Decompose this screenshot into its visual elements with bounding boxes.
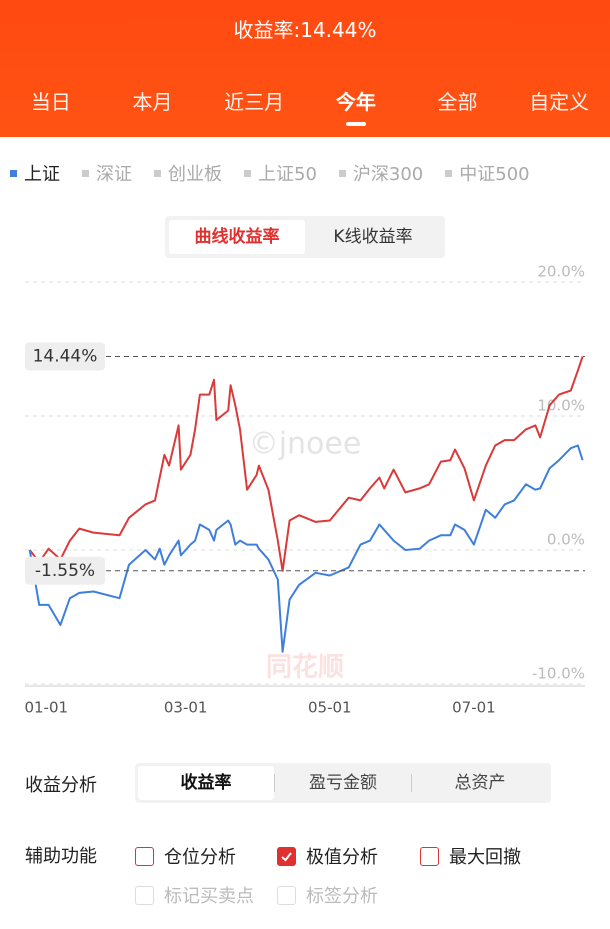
aux-option: 标记买卖点 (135, 882, 254, 908)
check-mark (281, 851, 292, 861)
legend-item[interactable]: 上证 (10, 160, 60, 186)
annotation-label: 14.44% (33, 347, 98, 367)
aux-label: 标记买卖点 (164, 886, 254, 907)
checkbox[interactable] (135, 846, 154, 866)
series-line (28, 356, 584, 572)
index-tab[interactable]: 创业板 (154, 160, 222, 186)
period-tab[interactable]: 今年 (305, 86, 407, 126)
aux-option[interactable]: 最大回撤 (420, 843, 521, 869)
x-tick-label: 05-01 (308, 699, 352, 717)
index-label: 中证500 (459, 164, 530, 185)
period-tab[interactable]: 近三月 (224, 90, 285, 114)
index-label: 沪深300 (352, 164, 424, 185)
x-tick-label: 07-01 (452, 699, 496, 717)
index-swatch (445, 169, 453, 177)
legend-label: 上证 (24, 164, 60, 185)
aux-label: 标签分析 (306, 886, 378, 907)
y-tick-label: -10.0% (532, 665, 585, 683)
annotation-label: -1.55% (35, 561, 95, 581)
index-swatch (338, 169, 346, 177)
aux-label: 极值分析 (306, 847, 378, 868)
mode-tab[interactable]: K线收益率 (333, 227, 413, 247)
aux-option[interactable]: 极值分析 (277, 843, 378, 869)
watermark: 同花顺 (266, 653, 344, 683)
index-tab[interactable]: 沪深300 (338, 160, 424, 186)
analysis-tab[interactable]: 收益率 (138, 766, 274, 800)
y-tick-label: 20.0% (537, 263, 585, 281)
checkbox[interactable] (277, 846, 296, 866)
index-tabs: 上证 深证 创业板 上证50 沪深300 中证500 (10, 160, 552, 186)
separator (274, 774, 275, 792)
period-tabs: 当日 本月 近三月 今年 全部 自定义 (0, 86, 610, 126)
index-label: 上证50 (258, 164, 317, 185)
chart-mode: 曲线收益率 K线收益率 (165, 216, 445, 258)
y-tick-label: 0.0% (547, 531, 585, 549)
aux-option: 标签分析 (277, 882, 378, 908)
checkbox (277, 885, 296, 905)
period-tab[interactable]: 本月 (132, 90, 173, 114)
aux-option[interactable]: 仓位分析 (135, 843, 236, 869)
index-tab[interactable]: 中证500 (445, 160, 530, 186)
aux-label: 仓位分析 (164, 847, 236, 868)
checkbox (135, 885, 154, 905)
index-swatch (154, 169, 161, 177)
checkbox[interactable] (420, 846, 439, 866)
index-label: 深证 (96, 164, 132, 185)
header: 收益率:14.44% 当日 本月 近三月 今年 全部 自定义 (0, 0, 610, 137)
x-tick-label: 01-01 (24, 699, 68, 717)
index-tab[interactable]: 深证 (82, 160, 132, 186)
aux-label: 最大回撤 (449, 847, 521, 868)
index-swatch (244, 169, 251, 177)
period-tab[interactable]: 当日 (30, 90, 71, 114)
x-tick-label: 03-01 (164, 699, 208, 717)
period-tab[interactable]: 全部 (437, 90, 478, 114)
index-swatch (82, 169, 89, 177)
series-line (28, 444, 584, 653)
y-tick-label: 10.0% (537, 397, 585, 415)
index-label: 创业板 (168, 164, 222, 185)
index-tab[interactable]: 上证50 (244, 160, 317, 186)
analysis-label: 收益分析 (25, 775, 97, 796)
separator (411, 774, 412, 792)
annotation-box (25, 556, 105, 585)
mode-tab[interactable]: 曲线收益率 (169, 220, 305, 254)
watermark: ©jnoee (249, 427, 362, 462)
legend-swatch (10, 169, 17, 177)
analysis-tabs: 收益率 盈亏金额 总资产 (135, 763, 551, 803)
period-tab[interactable]: 自定义 (529, 90, 590, 114)
header-title: 收益率:14.44% (233, 18, 377, 42)
annotation-box (25, 342, 105, 371)
analysis-tab[interactable]: 总资产 (454, 773, 506, 793)
aux-label: 辅助功能 (25, 846, 97, 867)
analysis-tab[interactable]: 盈亏金额 (309, 773, 377, 793)
